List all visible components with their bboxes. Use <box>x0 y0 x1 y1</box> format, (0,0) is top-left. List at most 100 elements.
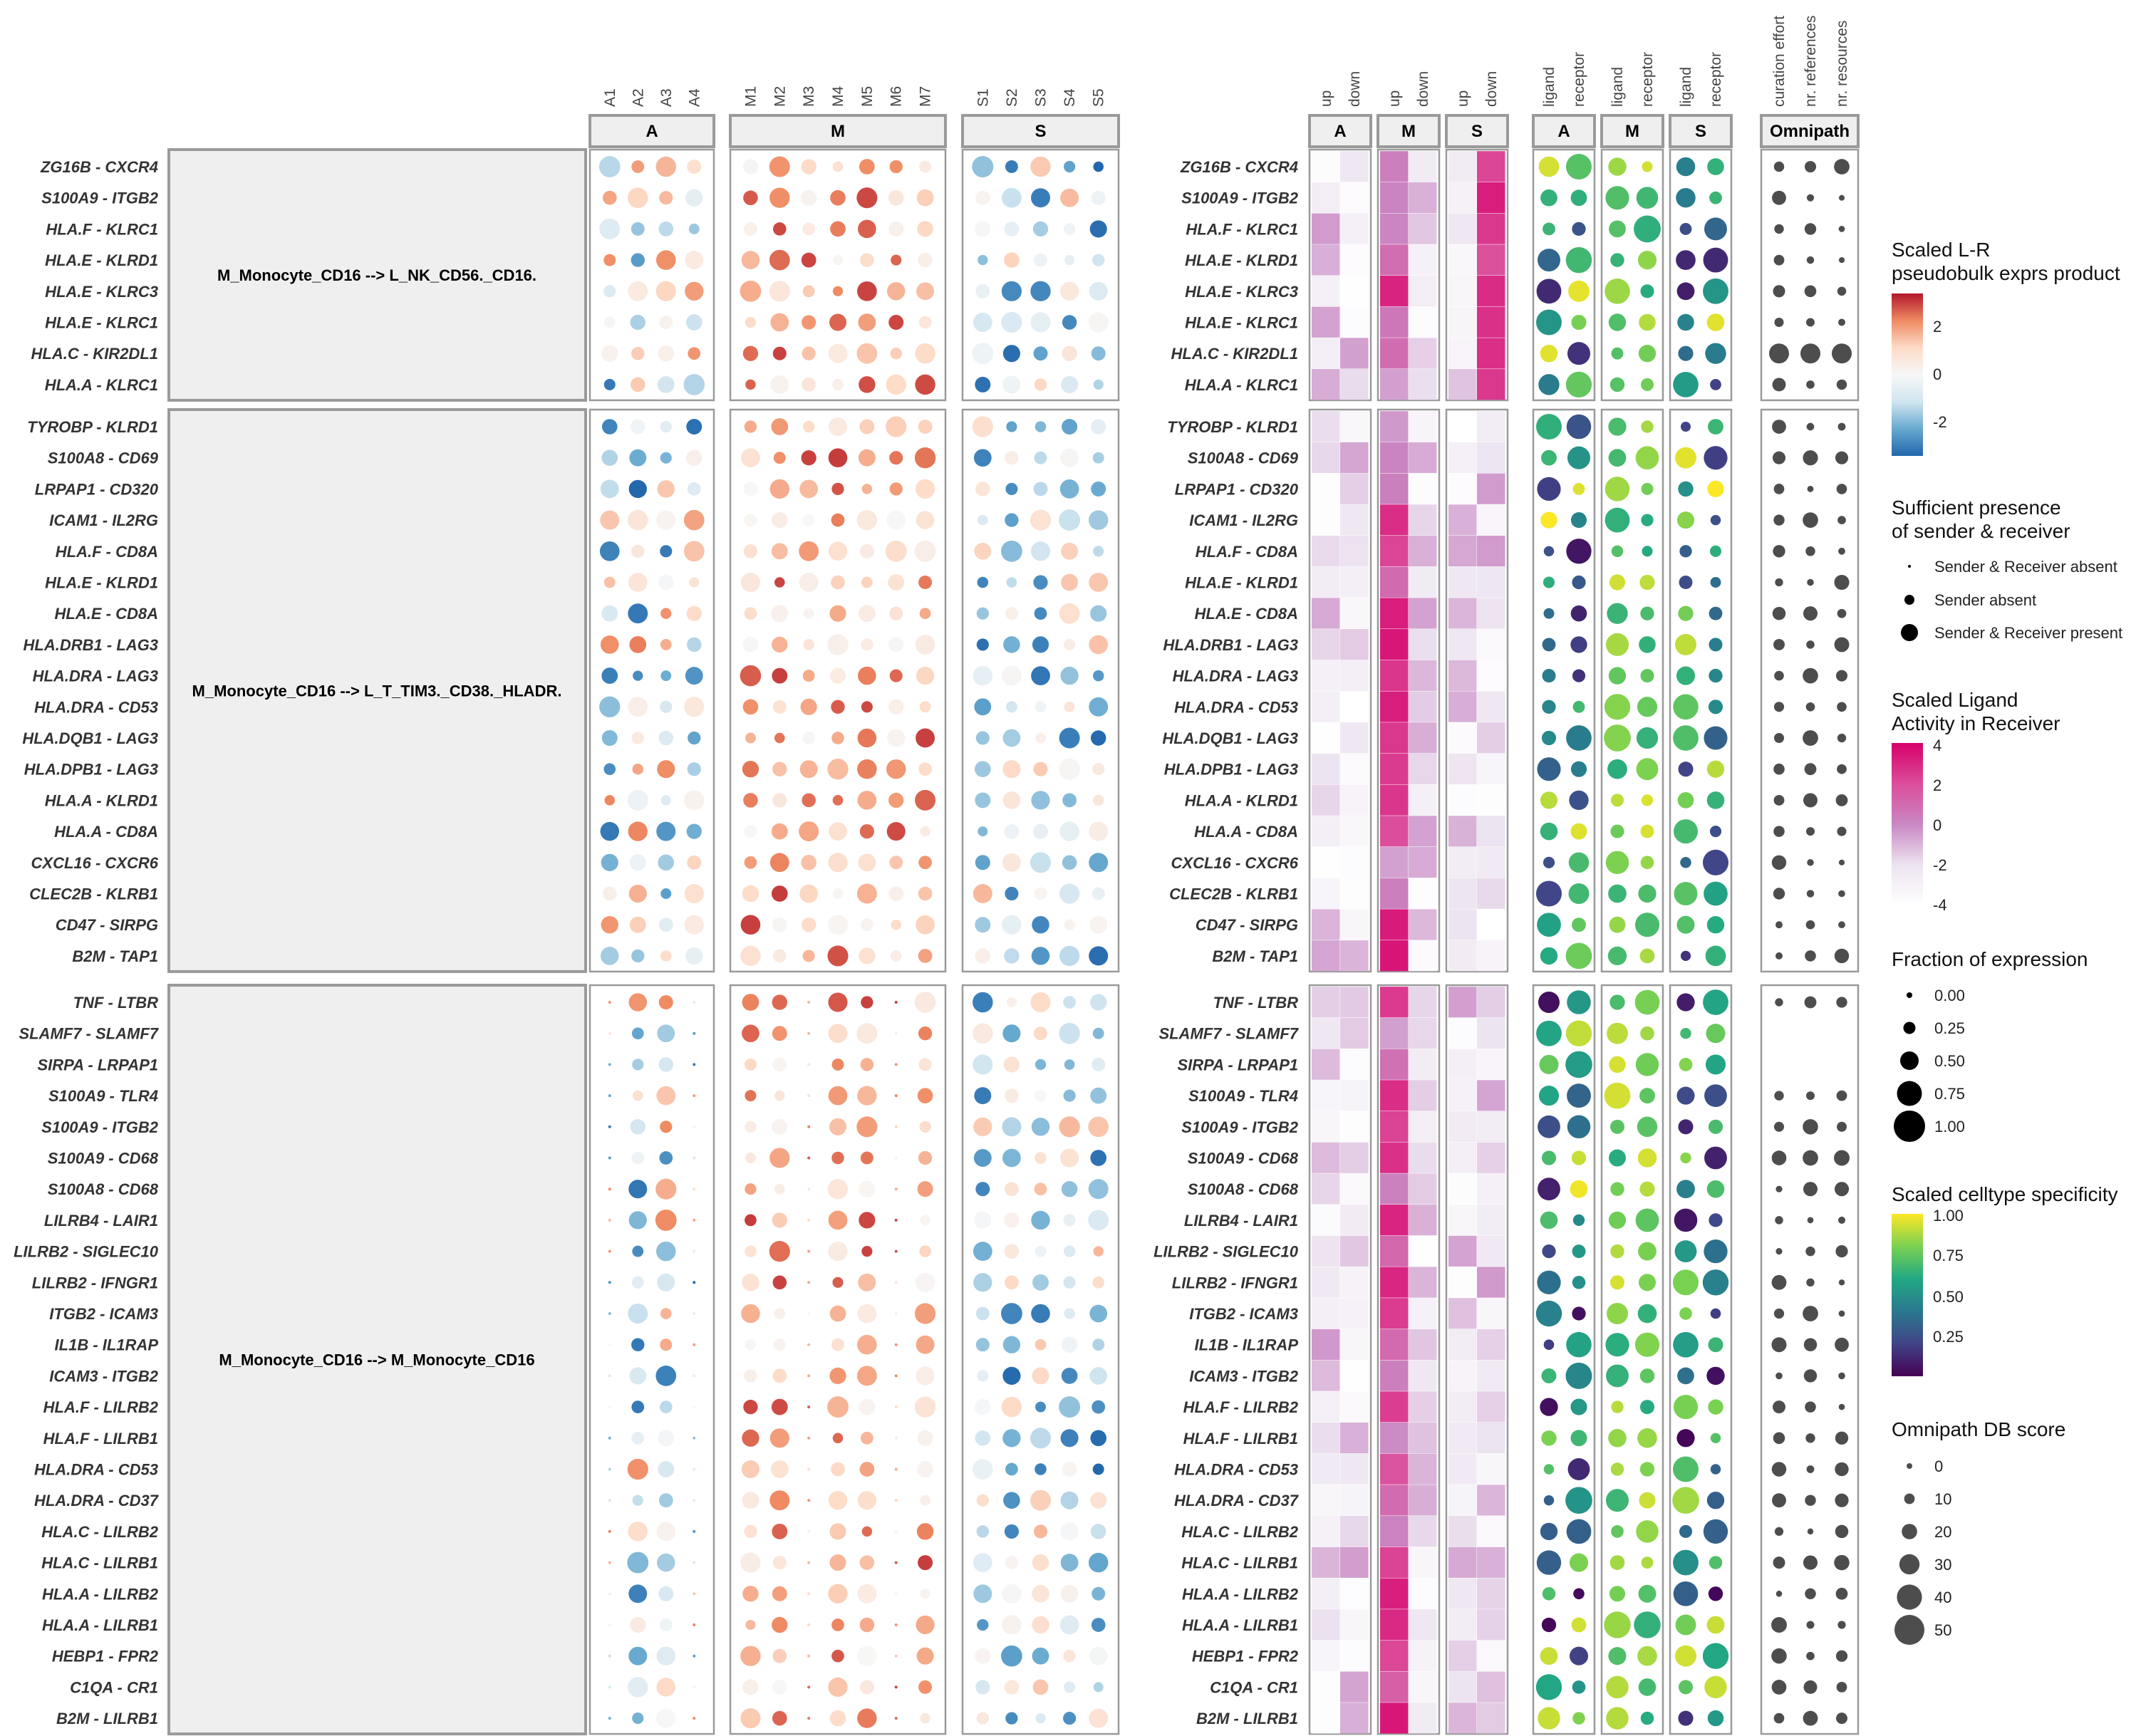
activity-tile <box>1340 598 1369 629</box>
activity-tile <box>1477 213 1505 244</box>
expression-dot <box>918 1150 933 1165</box>
expression-dot <box>693 1001 696 1004</box>
omnipath-dot <box>1834 948 1850 964</box>
expression-dot <box>802 793 816 808</box>
expression-dot <box>920 826 930 837</box>
presence-label: Sender & Receiver absent <box>1934 558 2117 576</box>
activity-tile <box>1340 1578 1369 1609</box>
expression-dot <box>1035 732 1046 744</box>
expression-dot <box>857 1491 876 1510</box>
row-label-right: S100A9 - ITGB2 <box>1181 189 1299 207</box>
fraction-key <box>1897 1081 1922 1106</box>
specificity-dot <box>1572 1712 1585 1725</box>
activity-tile <box>1448 244 1477 276</box>
activity-tile <box>1312 909 1340 940</box>
expression-panel-header-label: S <box>1035 122 1046 141</box>
activity-tile <box>1380 1640 1409 1672</box>
expression-dot <box>857 1334 877 1355</box>
row-label: HLA.F - CD8A <box>56 543 158 561</box>
expression-dot <box>743 190 758 205</box>
specificity-dot <box>1570 1430 1587 1447</box>
expression-dot <box>655 1209 677 1231</box>
activity-tile <box>1340 473 1369 504</box>
activity-tile <box>1312 306 1340 338</box>
expression-dot <box>888 637 904 653</box>
sample-label: M4 <box>830 86 846 107</box>
specificity-dot <box>1540 1522 1558 1541</box>
expression-dot <box>1089 821 1109 841</box>
expression-dot <box>856 883 877 904</box>
expression-dot <box>857 1304 877 1324</box>
activity-tile <box>1380 411 1409 442</box>
expression-dot <box>628 603 648 624</box>
specificity-dot <box>1704 1675 1727 1699</box>
expression-dot <box>1092 887 1105 900</box>
specificity-dot <box>1673 1331 1699 1358</box>
expression-dot <box>631 1276 644 1289</box>
expression-dot <box>772 1648 787 1663</box>
expression-dot <box>660 1308 672 1319</box>
expression-dot <box>631 222 645 236</box>
specificity-panel-group-box <box>1669 984 1733 1735</box>
expression-dot <box>973 449 992 467</box>
specificity-dot <box>1634 1332 1660 1357</box>
expression-dot <box>918 886 933 901</box>
expression-dot <box>1089 915 1108 934</box>
expression-dot <box>916 189 934 207</box>
expression-dot <box>1000 540 1022 562</box>
specificity-label: ligand <box>1541 67 1557 107</box>
expression-dot <box>917 221 933 237</box>
specificity-dot <box>1607 603 1628 624</box>
expression-dot <box>916 666 935 685</box>
specificity-dot <box>1676 1429 1695 1447</box>
row-label-right: HLA.DQB1 - LAG3 <box>1162 729 1298 747</box>
omnipath-dot <box>1835 1587 1848 1600</box>
specificity-dot <box>1709 1213 1723 1227</box>
activity-tile <box>1312 411 1340 442</box>
omnipath-dot <box>1775 921 1783 929</box>
expression-dot <box>603 378 616 390</box>
expression-dot <box>830 189 846 206</box>
specificity-dot <box>1538 1086 1560 1106</box>
omnipath-dot <box>1772 451 1786 464</box>
omnipath-dot <box>1838 890 1845 898</box>
expression-dot <box>1004 1212 1020 1228</box>
expression-dot <box>656 821 676 841</box>
expression-dot <box>976 1494 989 1507</box>
expression-dot <box>628 1303 648 1324</box>
expression-dot <box>1090 1492 1107 1509</box>
expression-dot <box>772 1212 787 1228</box>
omnipath-dot <box>1800 343 1820 364</box>
omnipath-dot <box>1835 1431 1849 1445</box>
activity-tile <box>1380 1235 1409 1267</box>
row-label: CLEC2B - KLRB1 <box>29 885 158 903</box>
specificity-dot <box>1679 222 1692 235</box>
fraction-label: 0.00 <box>1934 987 1965 1004</box>
specificity-dot <box>1610 824 1624 838</box>
activity-tile <box>1409 244 1437 276</box>
expression-dot <box>919 701 931 713</box>
omnipath-dot <box>1803 1555 1818 1570</box>
omnipath-dot <box>1804 285 1817 298</box>
row-label-right: HEBP1 - FPR2 <box>1192 1648 1299 1665</box>
activity-tile <box>1340 1298 1369 1329</box>
specificity-dot <box>1706 1180 1725 1198</box>
expression-dot <box>976 1525 990 1538</box>
activity-tile <box>1380 535 1409 567</box>
specificity-dot <box>1710 514 1721 526</box>
expression-dot <box>916 728 935 748</box>
presence-label: Sender & Receiver present <box>1934 624 2122 642</box>
specificity-dot <box>1543 856 1555 868</box>
expression-dot <box>1034 378 1047 391</box>
expression-dot <box>1092 1276 1105 1289</box>
activity-tile <box>1448 691 1477 722</box>
activity-tile <box>1340 1485 1369 1516</box>
specificity-dot <box>1704 726 1728 750</box>
expression-dot <box>918 420 933 434</box>
row-label: HLA.E - KLRD1 <box>45 574 158 592</box>
expression-dot <box>1064 160 1076 173</box>
row-label-right: ICAM3 - ITGB2 <box>1189 1367 1299 1385</box>
expression-dot <box>807 1094 811 1098</box>
expression-dot <box>608 1529 611 1533</box>
expression-dot <box>858 605 876 623</box>
